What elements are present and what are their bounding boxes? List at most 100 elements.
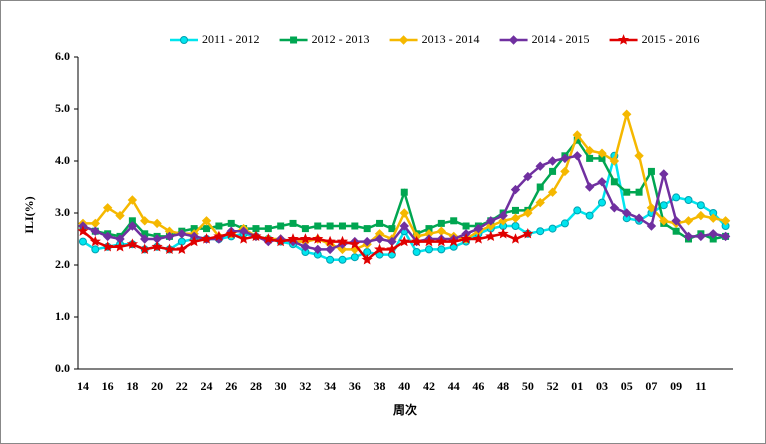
x-tick-label: 44 — [448, 379, 460, 393]
y-axis-label: ILI(%) — [22, 196, 36, 233]
y-tick-label: 5.0 — [55, 101, 70, 115]
marker — [510, 184, 521, 195]
legend-label: 2013 - 2014 — [422, 32, 480, 46]
marker — [325, 244, 335, 255]
x-tick-label: 40 — [398, 379, 410, 393]
x-tick-label: 36 — [349, 379, 361, 393]
marker — [374, 243, 386, 255]
marker — [326, 222, 334, 230]
x-tick-label: 30 — [275, 379, 287, 393]
marker — [250, 230, 262, 242]
x-tick-label: 01 — [571, 379, 583, 393]
marker — [536, 227, 545, 236]
x-tick-label: 11 — [695, 379, 706, 393]
marker — [326, 255, 335, 264]
marker — [424, 245, 433, 254]
marker — [399, 221, 409, 231]
y-tick-label: 6.0 — [55, 49, 70, 63]
marker — [180, 36, 188, 44]
marker — [177, 229, 187, 239]
marker — [363, 225, 371, 233]
y-tick-label: 4.0 — [55, 153, 70, 167]
marker — [584, 145, 595, 156]
marker — [201, 216, 212, 226]
marker — [163, 243, 175, 255]
marker — [572, 130, 582, 140]
marker — [374, 234, 385, 244]
marker — [485, 230, 497, 242]
x-tick-label: 03 — [596, 379, 608, 393]
marker — [388, 225, 396, 233]
marker — [509, 233, 522, 244]
marker — [102, 203, 113, 213]
x-tick-label: 32 — [299, 379, 311, 393]
marker — [510, 213, 521, 223]
marker — [164, 231, 175, 242]
marker — [647, 167, 655, 175]
marker — [609, 203, 620, 213]
x-tick-label: 50 — [522, 379, 534, 393]
marker — [337, 244, 348, 255]
legend-label: 2014 - 2015 — [532, 32, 590, 46]
marker — [227, 219, 235, 227]
marker — [618, 34, 630, 45]
marker — [597, 177, 607, 187]
marker — [560, 219, 569, 228]
legend-label: 2011 - 2012 — [202, 32, 260, 46]
marker — [659, 169, 669, 179]
marker — [338, 222, 346, 230]
marker — [708, 213, 718, 223]
legend-label: 2015 - 2016 — [642, 32, 700, 46]
marker — [547, 187, 558, 197]
x-tick-label: 16 — [102, 379, 114, 393]
marker — [497, 227, 509, 239]
marker — [523, 171, 533, 182]
marker — [623, 188, 631, 196]
x-tick-label: 34 — [324, 379, 336, 393]
marker — [275, 235, 287, 247]
marker — [423, 235, 435, 247]
marker — [646, 221, 657, 231]
marker — [573, 206, 582, 215]
marker — [127, 221, 138, 231]
marker — [351, 222, 359, 230]
marker — [659, 201, 668, 210]
marker — [203, 225, 211, 233]
marker — [386, 243, 398, 255]
marker — [609, 156, 620, 166]
marker — [548, 224, 557, 233]
x-tick-label: 46 — [472, 379, 484, 393]
marker — [634, 151, 644, 161]
marker — [78, 237, 87, 246]
marker — [634, 213, 644, 223]
y-tick-label: 2.0 — [55, 257, 70, 271]
marker — [622, 208, 632, 218]
marker — [350, 253, 359, 262]
x-axis-label: 周次 — [393, 402, 417, 417]
legend-label: 2012 - 2013 — [312, 32, 370, 46]
marker — [684, 196, 693, 204]
marker — [437, 219, 445, 227]
marker — [511, 222, 520, 230]
marker — [635, 188, 643, 196]
marker — [708, 229, 718, 239]
marker — [77, 225, 89, 236]
marker — [683, 216, 694, 226]
marker — [264, 225, 272, 233]
x-tick-label: 52 — [547, 379, 559, 393]
marker — [572, 151, 582, 161]
marker — [659, 216, 669, 226]
x-tick-label: 28 — [250, 379, 262, 393]
x-tick-label: 38 — [374, 379, 386, 393]
marker — [473, 223, 484, 234]
marker — [290, 36, 298, 44]
marker — [498, 216, 508, 226]
marker — [549, 167, 557, 175]
marker — [671, 216, 681, 226]
x-tick-label: 18 — [126, 379, 138, 393]
marker — [336, 235, 349, 247]
marker — [584, 182, 595, 192]
marker — [472, 233, 484, 244]
marker — [102, 231, 113, 242]
